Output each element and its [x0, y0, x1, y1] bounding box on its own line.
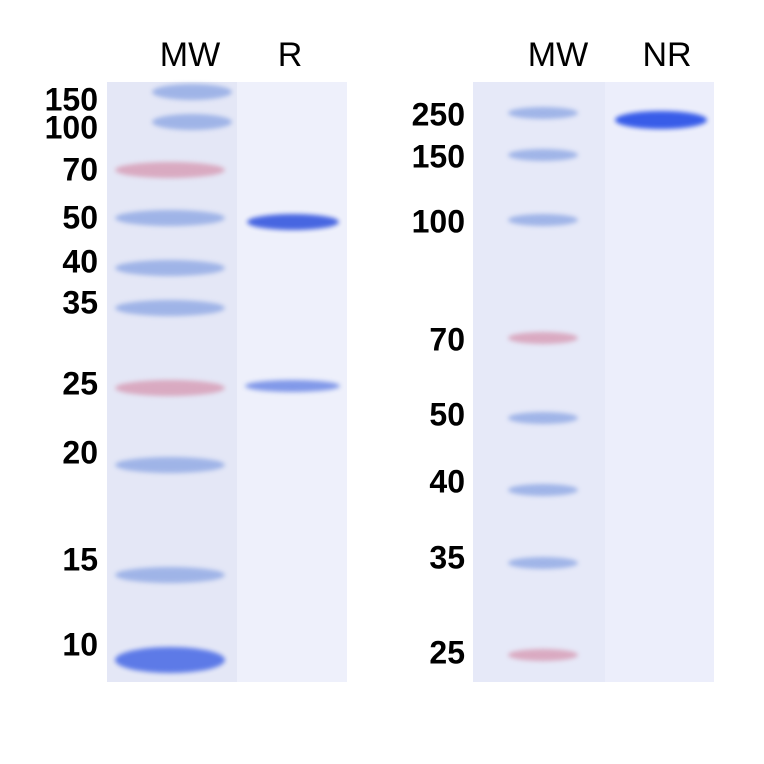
- left-gel: [107, 82, 347, 682]
- heavy-chain-band: [247, 214, 339, 230]
- light-chain-band: [245, 380, 340, 392]
- marker-band: [115, 210, 225, 226]
- left-marker-label: 150: [44, 81, 98, 118]
- right-marker-label: 250: [411, 96, 465, 133]
- marker-band: [115, 260, 225, 276]
- intact-antibody-band: [615, 111, 707, 129]
- marker-band: [508, 332, 578, 344]
- marker-band: [152, 114, 232, 130]
- marker-band: [115, 162, 225, 178]
- left-mw-lane: [107, 82, 237, 682]
- right-marker-label: 40: [429, 463, 465, 500]
- marker-band: [152, 84, 232, 100]
- marker-band: [115, 380, 225, 396]
- right-marker-label: 150: [411, 138, 465, 175]
- marker-band: [508, 412, 578, 424]
- left-marker-label: 20: [62, 434, 98, 471]
- marker-band: [508, 484, 578, 496]
- non-reduced-lane: [605, 82, 714, 682]
- left-marker-label: 70: [62, 151, 98, 188]
- marker-band: [508, 149, 578, 161]
- left-marker-label: 15: [62, 541, 98, 578]
- left-marker-label: 100: [44, 109, 98, 146]
- marker-band: [508, 214, 578, 226]
- left-marker-label: 40: [62, 243, 98, 280]
- right-marker-label: 35: [429, 539, 465, 576]
- marker-band: [115, 457, 225, 473]
- lane-label-r: R: [277, 36, 303, 74]
- right-marker-label: 100: [411, 203, 465, 240]
- right-marker-label: 25: [429, 634, 465, 671]
- marker-band: [115, 647, 225, 673]
- right-mw-lane: [473, 82, 605, 682]
- left-marker-label: 50: [62, 199, 98, 236]
- lane-label-mw-left: MW: [159, 36, 221, 74]
- left-marker-label: 10: [62, 626, 98, 663]
- left-marker-label: 35: [62, 284, 98, 321]
- marker-band: [508, 107, 578, 119]
- marker-band: [115, 300, 225, 316]
- right-marker-label: 70: [429, 321, 465, 358]
- marker-band: [508, 649, 578, 661]
- right-gel: [473, 82, 714, 682]
- lane-label-nr: NR: [642, 36, 692, 74]
- marker-band: [508, 557, 578, 569]
- left-marker-label: 25: [62, 365, 98, 402]
- reduced-lane: [237, 82, 347, 682]
- lane-label-mw-right: MW: [527, 36, 589, 74]
- marker-band: [115, 567, 225, 583]
- right-marker-label: 50: [429, 396, 465, 433]
